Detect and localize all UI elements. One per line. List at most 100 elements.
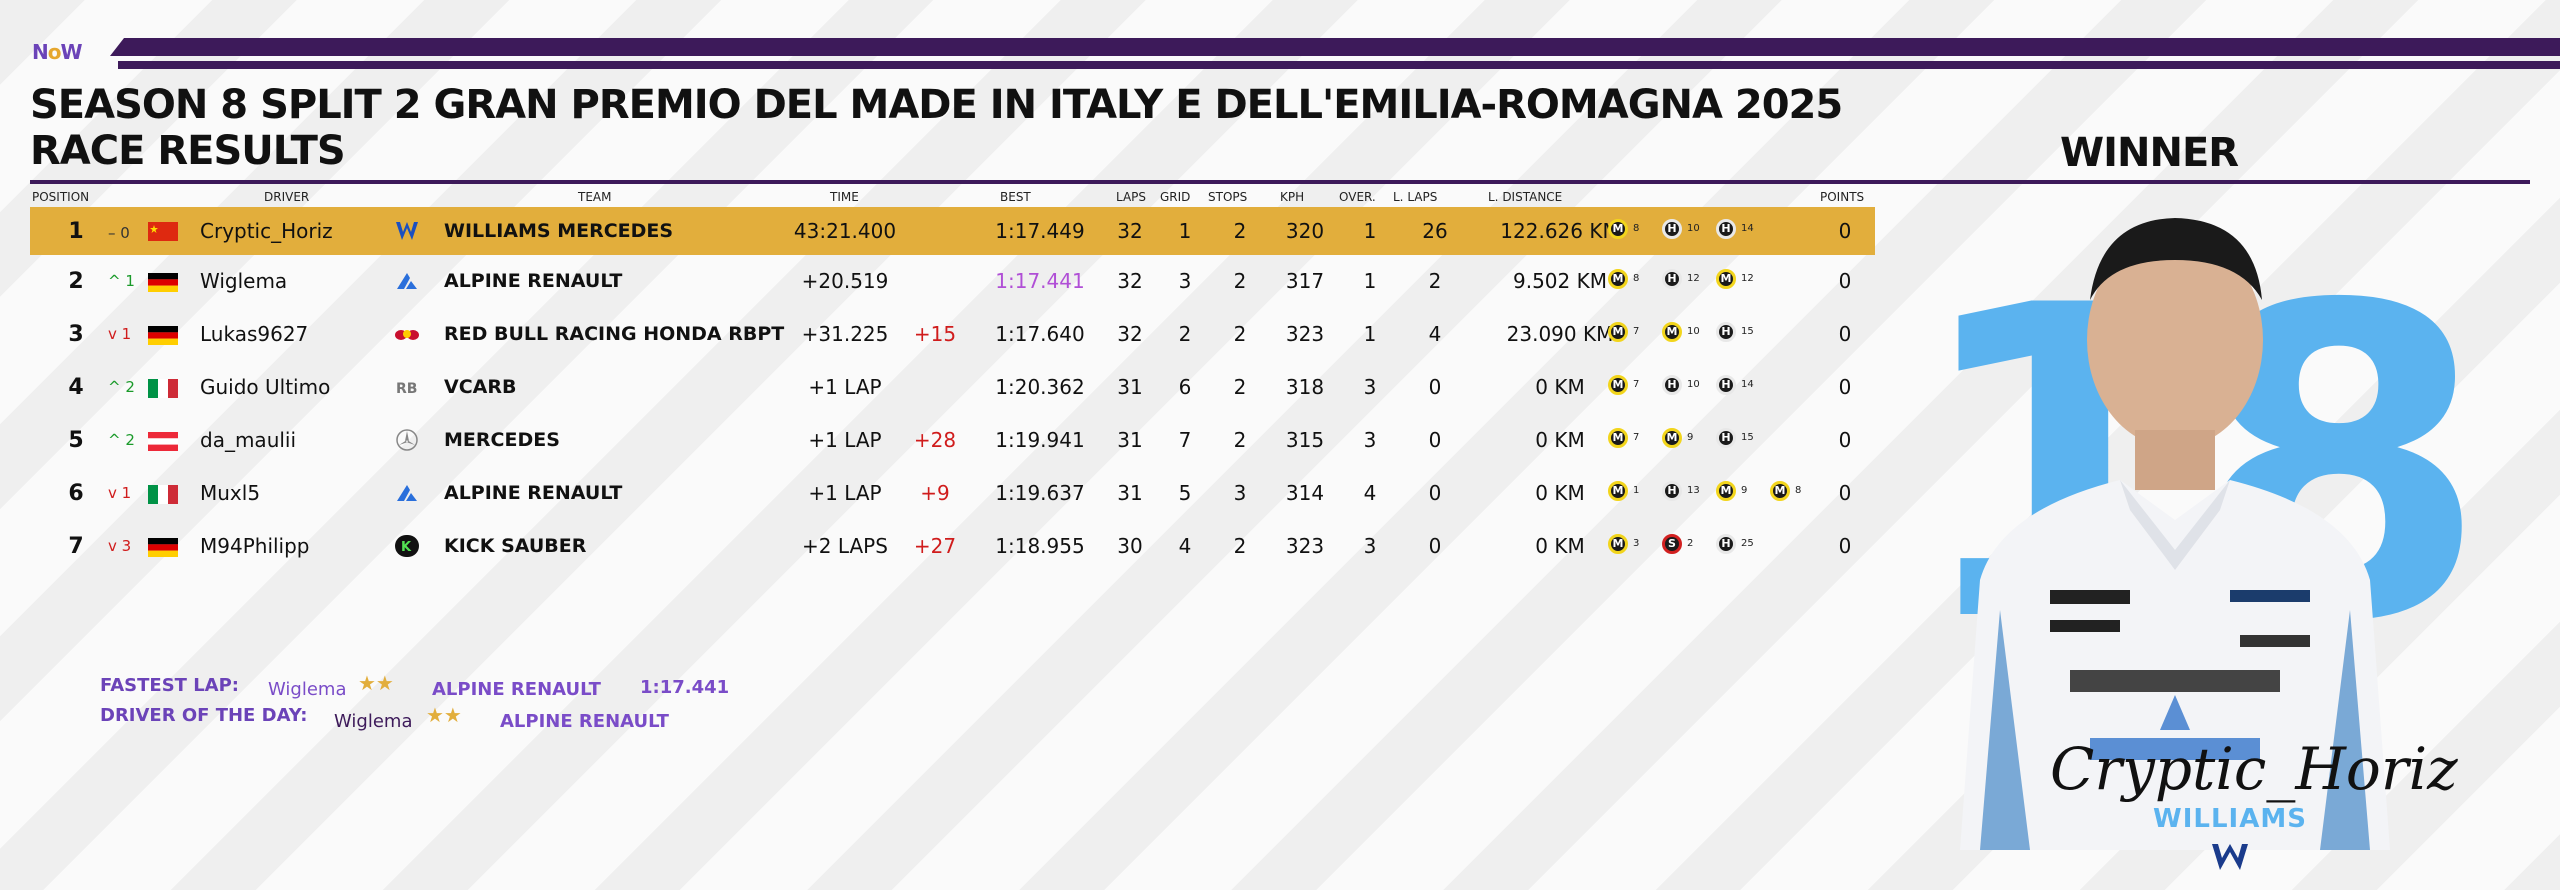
stint-laps: 2	[1687, 538, 1694, 549]
position: 3	[68, 322, 84, 347]
driver-of-day-driver: Wiglema	[334, 711, 413, 732]
team-name: ALPINE RENAULT	[444, 482, 623, 504]
tyre-h-icon: H	[1716, 375, 1736, 395]
driver-of-day-team: ALPINE RENAULT	[500, 711, 669, 732]
laps-led: 4	[1428, 322, 1442, 346]
header-ldist: L. DISTANCE	[1488, 190, 1563, 204]
stint-laps: 10	[1687, 379, 1700, 390]
tyre-h-icon: H	[1662, 481, 1682, 501]
stops: 2	[1233, 375, 1247, 399]
driver-name: Cryptic_Horiz	[200, 219, 333, 243]
winner-driver-image	[1960, 218, 2390, 850]
header-stops: STOPS	[1208, 190, 1248, 204]
redbull-logo-icon	[395, 330, 419, 340]
position-change: v 1	[108, 325, 132, 343]
team-name: VCARB	[444, 376, 517, 398]
header-best: BEST	[1000, 190, 1031, 204]
grid: 4	[1178, 534, 1192, 558]
vcarb-logo-icon: RB	[396, 381, 417, 397]
trophy-icon: ★★	[358, 671, 394, 695]
team-name: MERCEDES	[444, 429, 560, 451]
title-line-1: SEASON 8 SPLIT 2 GRAN PREMIO DEL MADE IN…	[30, 82, 1843, 128]
tyre-m-icon: M	[1662, 322, 1682, 342]
stops: 3	[1233, 481, 1247, 505]
stops: 2	[1233, 219, 1247, 243]
table-row: 6 v 1 Muxl5 ALPINE RENAULT +1 LAP +9 1:19.637 3…	[30, 467, 1875, 520]
stint-laps: 12	[1741, 273, 1754, 284]
stint-laps: 15	[1741, 432, 1754, 443]
header-time: TIME	[830, 190, 859, 204]
page-title: SEASON 8 SPLIT 2 GRAN PREMIO DEL MADE IN…	[30, 82, 1843, 174]
stint-laps: 13	[1687, 485, 1700, 496]
team-name: ALPINE RENAULT	[444, 270, 623, 292]
header-driver: DRIVER	[264, 190, 310, 204]
italy-flag-icon	[148, 379, 178, 398]
header-llaps: L. LAPS	[1393, 190, 1438, 204]
kph: 317	[1285, 269, 1325, 293]
stint-laps: 7	[1633, 326, 1640, 337]
position-change: v 1	[108, 484, 132, 502]
overtakes: 1	[1363, 269, 1377, 293]
team-name: RED BULL RACING HONDA RBPT	[444, 323, 785, 345]
stops: 2	[1233, 322, 1247, 346]
best-lap: 1:19.637	[995, 481, 1085, 505]
driver-of-day-label: DRIVER OF THE DAY:	[100, 705, 308, 726]
stint-laps: 9	[1741, 485, 1748, 496]
mercedes-logo-icon	[396, 429, 418, 451]
points: 0	[1838, 269, 1852, 293]
points: 0	[1838, 375, 1852, 399]
lead-distance: 23.090 KM	[1506, 322, 1614, 346]
header-kph: KPH	[1280, 190, 1305, 204]
stops: 2	[1233, 534, 1247, 558]
best-lap: 1:20.362	[995, 375, 1085, 399]
race-time: +1 LAP	[808, 428, 882, 452]
svg-text:RB: RB	[396, 381, 417, 397]
table-row: 4 ^ 2 Guido Ultimo RB VCARB +1 LAP 1:20.362 31 6…	[30, 361, 1875, 414]
kph: 323	[1285, 322, 1325, 346]
header-laps: LAPS	[1116, 190, 1147, 204]
kph: 320	[1285, 219, 1325, 243]
tyre-m-icon: M	[1608, 219, 1628, 239]
penalty: +9	[920, 481, 950, 505]
results-table: POSITION DRIVER TEAM TIME BEST LAPS GRID…	[30, 187, 1875, 573]
points: 0	[1838, 428, 1852, 452]
fastest-lap-team: ALPINE RENAULT	[432, 679, 601, 700]
race-time: +31.225	[801, 322, 889, 346]
table-row: 3 v 1 Lukas9627 RED BULL RACING HONDA RBPT +…	[30, 308, 1875, 361]
winner-label: WINNER	[2060, 130, 2239, 176]
points: 0	[1838, 534, 1852, 558]
tyre-m-icon: M	[1608, 534, 1628, 554]
lead-distance: 122.626 KM	[1500, 219, 1620, 243]
stint-laps: 14	[1741, 223, 1754, 234]
stint-laps: 9	[1687, 432, 1694, 443]
fastest-lap-label: FASTEST LAP:	[100, 675, 239, 696]
table-row: 7 v 3 M94Philipp K KICK SAUBER +2 LAPS +27 1:18…	[30, 520, 1875, 573]
grid: 3	[1178, 269, 1192, 293]
laps-led: 0	[1428, 375, 1442, 399]
driver-name: da_maulii	[200, 428, 297, 452]
tyre-m-icon: M	[1608, 428, 1628, 448]
tyre-h-icon: H	[1662, 269, 1682, 289]
points: 0	[1838, 219, 1852, 243]
tyre-h-icon: H	[1662, 219, 1682, 239]
laps: 30	[1117, 534, 1143, 558]
stint-laps: 15	[1741, 326, 1754, 337]
tyre-m-icon: M	[1608, 481, 1628, 501]
stint-laps: 3	[1633, 538, 1640, 549]
table-header: POSITION DRIVER TEAM TIME BEST LAPS GRID…	[30, 187, 1875, 207]
best-lap: 1:18.955	[995, 534, 1085, 558]
stint-laps: 14	[1741, 379, 1754, 390]
position: 7	[68, 534, 84, 559]
table-row: 2 ^ 1 Wiglema ALPINE RENAULT +20.519 1:17.441…	[30, 255, 1875, 308]
laps: 32	[1117, 269, 1143, 293]
stint-laps: 7	[1633, 379, 1640, 390]
lead-distance: 0 KM	[1535, 375, 1585, 399]
tyre-h-icon: H	[1716, 322, 1736, 342]
tyre-m-icon: M	[1608, 322, 1628, 342]
stint-laps: 8	[1795, 485, 1802, 496]
stint-laps: 10	[1687, 326, 1700, 337]
winner-team: WILLIAMS	[2153, 804, 2307, 834]
overtakes: 1	[1363, 219, 1377, 243]
laps-led: 26	[1422, 219, 1448, 243]
overtakes: 4	[1363, 481, 1377, 505]
